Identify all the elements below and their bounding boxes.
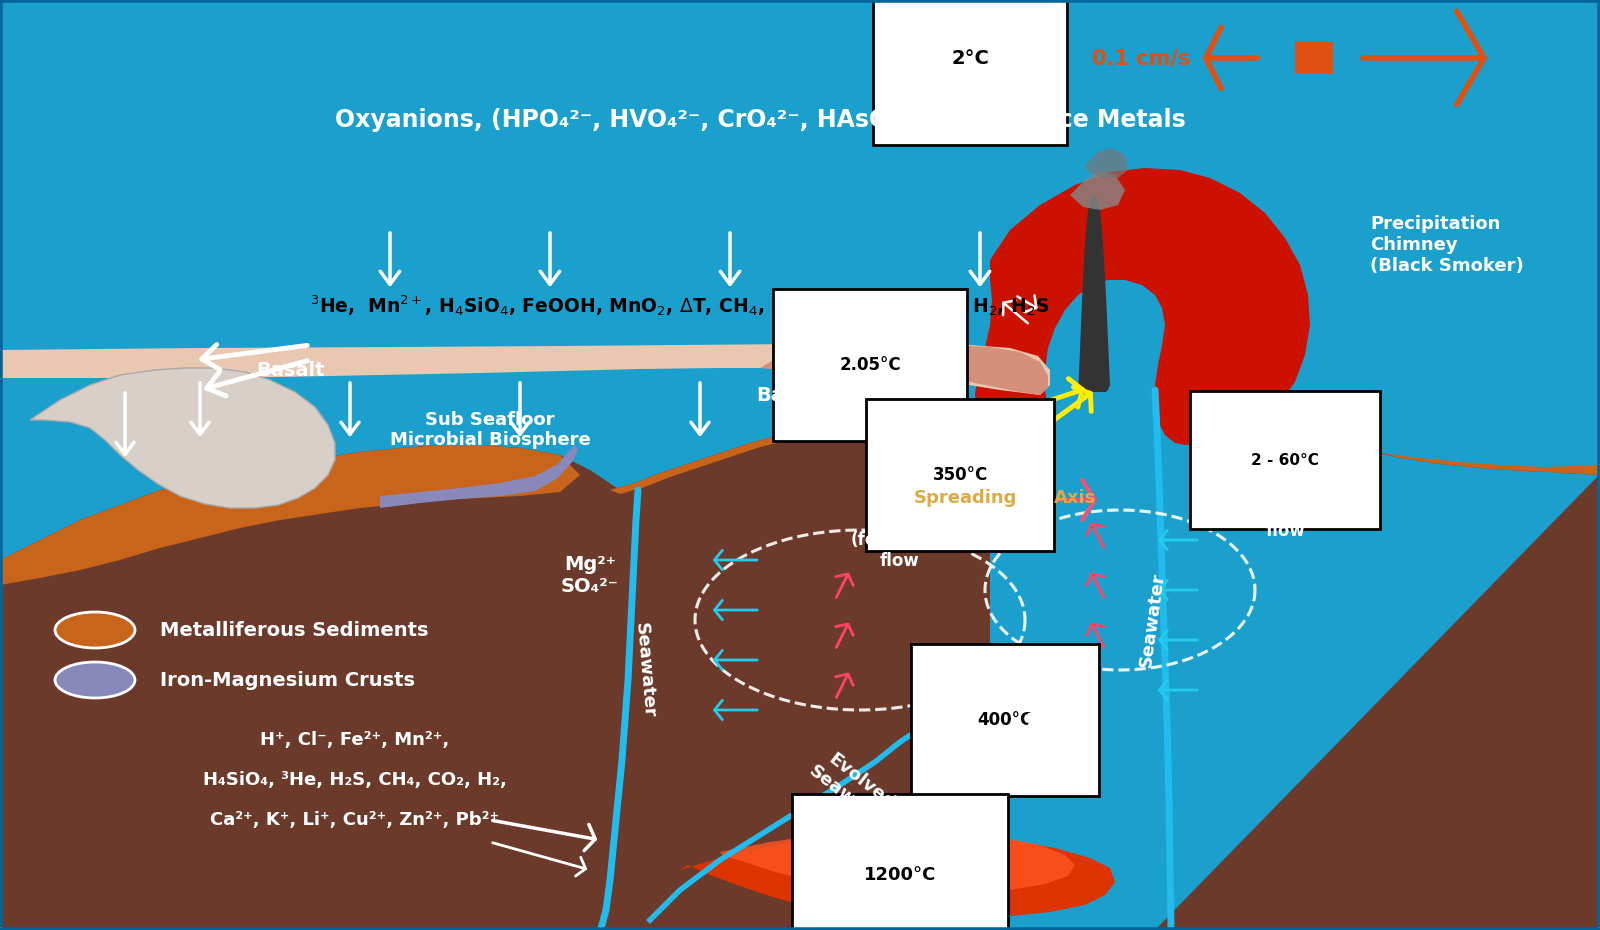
Text: 400°C: 400°C [978, 711, 1032, 729]
Text: Oxyanions, (HPO₄²⁻, HVO₄²⁻, CrO₄²⁻, HAsO₄²⁻), REE, Trace Metals: Oxyanions, (HPO₄²⁻, HVO₄²⁻, CrO₄²⁻, HAsO… [334, 108, 1186, 132]
Text: H₄SiO₄, ³He, H₂S, CH₄, CO₂, H₂,: H₄SiO₄, ³He, H₂S, CH₄, CO₂, H₂, [203, 771, 507, 789]
Text: Spreading: Spreading [914, 489, 1016, 507]
Polygon shape [974, 168, 1310, 450]
Ellipse shape [54, 662, 134, 698]
Text: 2.05°C: 2.05°C [838, 356, 901, 374]
Polygon shape [1085, 148, 1128, 178]
Polygon shape [0, 445, 579, 585]
Text: Axis: Axis [1054, 489, 1096, 507]
Polygon shape [560, 428, 990, 930]
Text: $^3$He,  Mn$^{2+}$, H$_4$SiO$_4$, FeOOH, MnO$_2$, $\Delta$T, CH$_4$, Fe$^{2+}$, : $^3$He, Mn$^{2+}$, H$_4$SiO$_4$, FeOOH, … [310, 294, 1050, 322]
Text: Magma: Magma [846, 838, 944, 862]
Text: H⁺, Cl⁻, Fe²⁺, Mn²⁺,: H⁺, Cl⁻, Fe²⁺, Mn²⁺, [261, 731, 450, 749]
Text: Evolved
Seawater: Evolved Seawater [805, 745, 904, 835]
Text: Precipitation
Chimney
(Black Smoker): Precipitation Chimney (Black Smoker) [1370, 215, 1523, 274]
Text: 1200°C: 1200°C [864, 866, 936, 884]
Text: HT
Reaction
Zone: HT Reaction Zone [1010, 671, 1091, 730]
Polygon shape [381, 445, 578, 508]
Polygon shape [610, 428, 965, 494]
Polygon shape [1078, 195, 1110, 395]
Text: WARM
(diffuse)
flow: WARM (diffuse) flow [1245, 480, 1325, 539]
Bar [1294, 42, 1333, 74]
Polygon shape [1379, 453, 1600, 475]
Polygon shape [760, 344, 1048, 395]
Polygon shape [680, 835, 1115, 918]
Polygon shape [0, 445, 640, 930]
Text: Seawater: Seawater [632, 621, 658, 718]
Text: 2°C: 2°C [950, 48, 989, 68]
Text: Ca²⁺, K⁺, Li⁺, Cu²⁺, Zn²⁺, Pb²⁺: Ca²⁺, K⁺, Li⁺, Cu²⁺, Zn²⁺, Pb²⁺ [211, 811, 499, 829]
Text: Sub Seafloor
Microbial Biosphere: Sub Seafloor Microbial Biosphere [390, 411, 590, 449]
Polygon shape [30, 368, 334, 508]
Text: 0.1 cm/s: 0.1 cm/s [1091, 48, 1190, 68]
Text: HOT
(focussed)
flow: HOT (focussed) flow [851, 511, 949, 570]
Polygon shape [720, 832, 1075, 893]
Text: Basalt: Basalt [256, 361, 325, 379]
Ellipse shape [54, 612, 134, 648]
Text: Metalliferous Sediments: Metalliferous Sediments [160, 620, 429, 640]
Text: Iron-Magnesium Crusts: Iron-Magnesium Crusts [160, 671, 414, 689]
Text: Seawater: Seawater [1136, 571, 1168, 669]
Polygon shape [1155, 325, 1600, 930]
Text: Basalt: Basalt [755, 386, 824, 405]
Text: 350°C: 350°C [933, 466, 987, 484]
Polygon shape [1070, 170, 1125, 210]
Text: Mg²⁺
SO₄²⁻: Mg²⁺ SO₄²⁻ [562, 554, 619, 595]
Polygon shape [0, 344, 1050, 395]
Text: 2 - 60°C: 2 - 60°C [1251, 453, 1318, 468]
